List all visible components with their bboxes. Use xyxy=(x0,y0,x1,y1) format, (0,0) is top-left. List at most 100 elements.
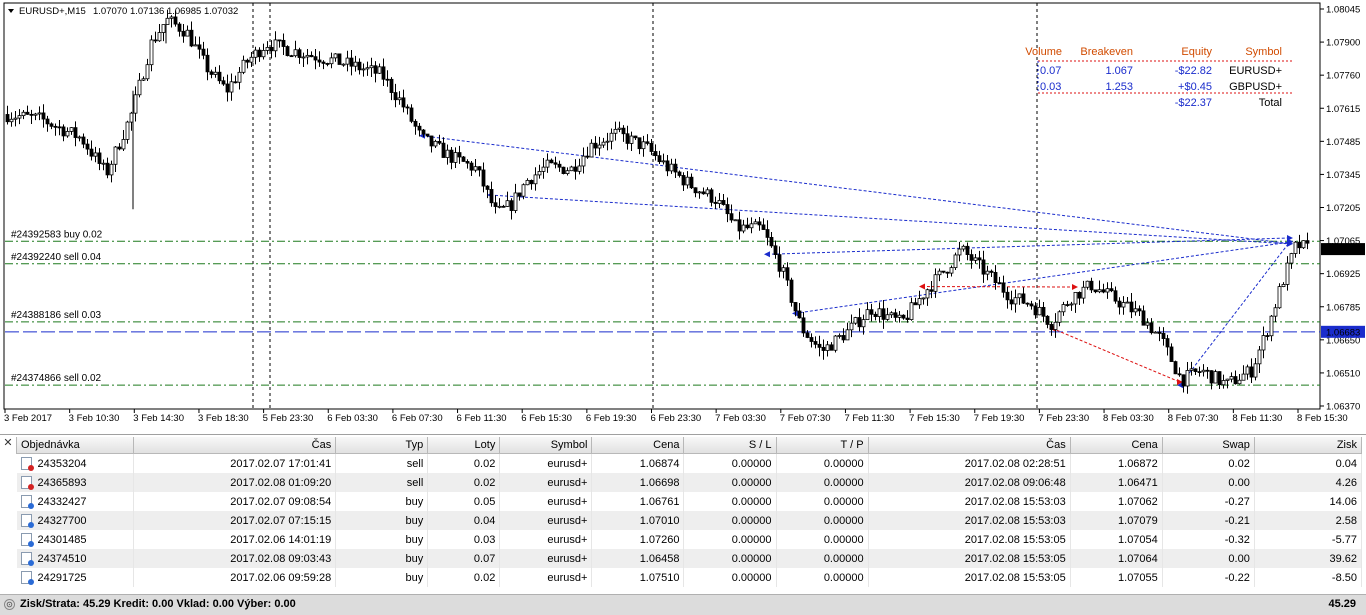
candle-body xyxy=(834,336,837,350)
candle-body xyxy=(606,141,609,142)
candle-body xyxy=(1074,292,1077,304)
candle-body xyxy=(790,280,793,302)
candle-body xyxy=(422,130,425,134)
candle-body xyxy=(446,150,449,157)
cell-sl: 0.00000 xyxy=(684,454,776,474)
col-header-type[interactable]: Typ xyxy=(336,437,428,454)
col-header-lots[interactable]: Loty xyxy=(428,437,500,454)
candle-body xyxy=(1170,347,1173,362)
candle-body xyxy=(766,230,769,238)
candle-body xyxy=(238,72,241,82)
col-header-symbol[interactable]: Symbol xyxy=(500,437,592,454)
candle-body xyxy=(106,163,109,175)
candle-body xyxy=(746,225,749,228)
col-header-tp[interactable]: T / P xyxy=(776,437,868,454)
candle-body xyxy=(958,249,961,255)
candle-body xyxy=(370,66,373,68)
candle-body xyxy=(374,66,377,74)
candle-body xyxy=(690,177,693,188)
candle-body xyxy=(1282,284,1285,286)
candle-body xyxy=(634,136,637,138)
candle-body xyxy=(82,137,85,144)
current-price-label: 1.07032 xyxy=(1326,245,1360,256)
candle-body xyxy=(1030,304,1033,306)
status-icon: ⊙ xyxy=(4,599,15,610)
candle-body xyxy=(94,153,97,156)
candle-body xyxy=(646,142,649,144)
cell-close-time: 2017.02.08 15:53:03 xyxy=(868,492,1070,511)
close-icon[interactable]: ✕ xyxy=(2,437,14,449)
candle-body xyxy=(310,55,313,56)
candle-body xyxy=(850,323,853,330)
candle-body xyxy=(322,62,325,63)
candle-body xyxy=(142,79,145,80)
time-tick-label: 5 Feb 23:30 xyxy=(263,413,314,424)
price-tick-label: 1.06510 xyxy=(1326,368,1360,379)
candle-body xyxy=(1106,289,1109,292)
candle-body xyxy=(534,175,537,184)
candle-body xyxy=(62,127,65,136)
candle-body xyxy=(354,62,357,66)
time-tick-label: 3 Feb 10:30 xyxy=(69,413,120,424)
buy-order-icon xyxy=(21,533,32,546)
cell-tp: 0.00000 xyxy=(776,568,868,587)
candle-body xyxy=(854,318,857,324)
candle-body xyxy=(946,272,949,273)
candle-body xyxy=(526,180,529,184)
candle-body xyxy=(1294,242,1297,253)
candle-body xyxy=(394,93,397,100)
candle-body xyxy=(1302,241,1305,248)
order-number: 24327700 xyxy=(38,515,87,527)
candle-body xyxy=(894,313,897,318)
col-header-close-price[interactable]: Cena xyxy=(1070,437,1162,454)
col-header-price[interactable]: Cena xyxy=(592,437,684,454)
candle-body xyxy=(870,310,873,315)
cell-lots: 0.03 xyxy=(428,530,500,549)
candle-body xyxy=(914,303,917,305)
col-header-close-time[interactable]: Čas xyxy=(868,437,1070,454)
price-tick-label: 1.07345 xyxy=(1326,170,1360,181)
cell-close-time: 2017.02.08 15:53:05 xyxy=(868,549,1070,568)
candle-body xyxy=(470,163,473,170)
candle-body xyxy=(970,255,973,261)
col-header-profit[interactable]: Zisk xyxy=(1254,437,1361,454)
cell-lots: 0.05 xyxy=(428,492,500,511)
candle-body xyxy=(726,205,729,214)
candle-body xyxy=(114,147,117,164)
order-number: 24301485 xyxy=(38,534,87,546)
candle-body xyxy=(1046,316,1049,324)
time-tick-label: 3 Feb 18:30 xyxy=(198,413,249,424)
col-header-swap[interactable]: Swap xyxy=(1162,437,1254,454)
chart-canvas[interactable]: #24392583 buy 0.02#24392240 sell 0.04#24… xyxy=(0,0,1366,432)
candle-body xyxy=(386,79,389,80)
col-header-open-time[interactable]: Čas xyxy=(134,437,336,454)
candle-body xyxy=(530,180,533,183)
candle-body xyxy=(986,271,989,274)
cell-swap: 0.02 xyxy=(1162,454,1254,474)
cell-sl: 0.00000 xyxy=(684,492,776,511)
candle-body xyxy=(926,290,929,298)
candle-body xyxy=(1306,241,1309,244)
candle-body xyxy=(514,193,517,211)
candle-body xyxy=(242,60,245,72)
candle-body xyxy=(1254,364,1257,377)
candle-body xyxy=(846,330,849,340)
candle-body xyxy=(562,167,565,173)
candle-body xyxy=(1274,308,1277,316)
candle-body xyxy=(934,275,937,292)
col-header-order[interactable]: Objednávka xyxy=(17,437,134,454)
candle-body xyxy=(678,172,681,175)
candle-body xyxy=(974,258,977,261)
price-chart[interactable]: #24392583 buy 0.02#24392240 sell 0.04#24… xyxy=(0,0,1366,432)
candle-body xyxy=(1118,301,1121,307)
col-header-sl[interactable]: S / L xyxy=(684,437,776,454)
cell-profit: 2.58 xyxy=(1254,511,1361,530)
history-table: Objednávka Čas Typ Loty Symbol Cena S / … xyxy=(16,437,1362,587)
